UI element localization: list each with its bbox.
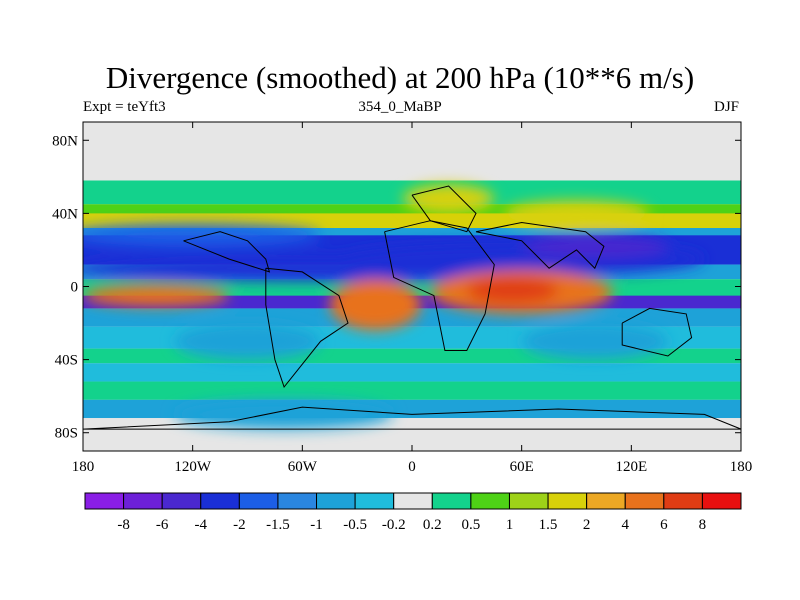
coastline: [475, 221, 605, 270]
x-tick-label: 60E: [510, 459, 534, 475]
colorbar-swatch: [508, 492, 549, 510]
colorbar-swatch: [161, 492, 202, 510]
colorbar-swatch: [316, 492, 356, 510]
x-tick-label: 0: [408, 459, 416, 475]
y-axis: 80N 40N 0 40S 80S: [52, 133, 741, 442]
coastline: [183, 231, 271, 273]
contour-region: [402, 184, 495, 214]
x-tick-label: 120E: [615, 459, 647, 475]
colorbar-label: -4: [195, 517, 208, 533]
colorbar-label: 1: [506, 517, 514, 533]
x-tick-label: 180: [72, 459, 95, 475]
colorbar-label: 6: [660, 517, 668, 533]
contour-band: [83, 381, 741, 400]
colorbar-swatch: [393, 492, 433, 510]
colorbar-label: 2: [583, 517, 591, 533]
contour-region: [521, 323, 668, 360]
colorbar-swatch: [123, 492, 163, 510]
coastline: [384, 220, 495, 351]
colorbar-label: -0.5: [343, 517, 367, 533]
colorbar-swatch: [624, 492, 665, 510]
coastline: [265, 267, 349, 389]
contour-band: [83, 363, 741, 382]
colorbar-swatch: [354, 492, 395, 510]
colorbar-swatch: [586, 492, 626, 510]
contour-region: [174, 399, 394, 430]
colorbar-swatch: [200, 492, 240, 510]
plot-area: [83, 122, 741, 451]
x-tick-label: 120W: [174, 459, 212, 475]
subtitle-right: DJF: [713, 99, 739, 115]
colorbar-label: -8: [117, 517, 130, 533]
colorbar-label: -2: [233, 517, 246, 533]
colorbar: -8 -6 -4 -2 -1.5 -1 -0.5 -0.2 0.2 0.5 1 1.5 2 4 6 8: [84, 492, 742, 533]
contour-region: [174, 323, 321, 360]
colorbar-label: 1.5: [539, 517, 558, 533]
colorbar-label: -6: [156, 517, 169, 533]
contour-region: [83, 284, 230, 307]
colorbar-swatch: [84, 492, 125, 510]
colorbar-swatch: [238, 492, 279, 510]
colorbar-label: 8: [699, 517, 707, 533]
contour-region: [521, 235, 668, 258]
coastline: [83, 406, 741, 430]
y-tick-label: 80N: [52, 133, 78, 149]
colorbar-swatch: [470, 492, 510, 510]
contour-regions: [83, 184, 705, 430]
coastline: [621, 307, 693, 357]
colorbar-swatch: [547, 492, 588, 510]
contour-band: [83, 418, 741, 430]
contour-region: [466, 277, 559, 303]
subtitle-left: Expt = teYft3: [83, 99, 166, 115]
colorbar-label: 4: [621, 517, 629, 533]
colorbar-label: -1.5: [266, 517, 290, 533]
colorbar-swatch: [701, 492, 742, 510]
colorbar-label: 0.2: [423, 517, 442, 533]
subtitle-center: 354_0_MaBP: [358, 99, 442, 115]
colorbar-label: 0.5: [462, 517, 481, 533]
y-tick-label: 40S: [55, 353, 78, 369]
y-tick-label: 40N: [52, 206, 78, 222]
coastline: [411, 185, 477, 233]
contour-region: [503, 200, 650, 227]
x-axis: 180 120W 60W 0 60E 120E 180: [72, 122, 753, 475]
colorbar-label: -1: [310, 517, 323, 533]
chart-title: Divergence (smoothed) at 200 hPa (10**6 …: [105, 60, 695, 95]
y-tick-label: 80S: [55, 426, 78, 442]
colorbar-swatch: [663, 492, 703, 510]
colorbar-label: -0.2: [382, 517, 406, 533]
coastline-outlines: [83, 185, 741, 430]
colorbar-swatch: [431, 492, 472, 510]
y-tick-label: 0: [71, 280, 79, 296]
contour-region: [83, 224, 321, 247]
x-tick-label: 60W: [288, 459, 318, 475]
contour-region: [329, 279, 422, 331]
colorbar-swatch: [277, 492, 318, 510]
x-tick-label: 180: [730, 459, 753, 475]
